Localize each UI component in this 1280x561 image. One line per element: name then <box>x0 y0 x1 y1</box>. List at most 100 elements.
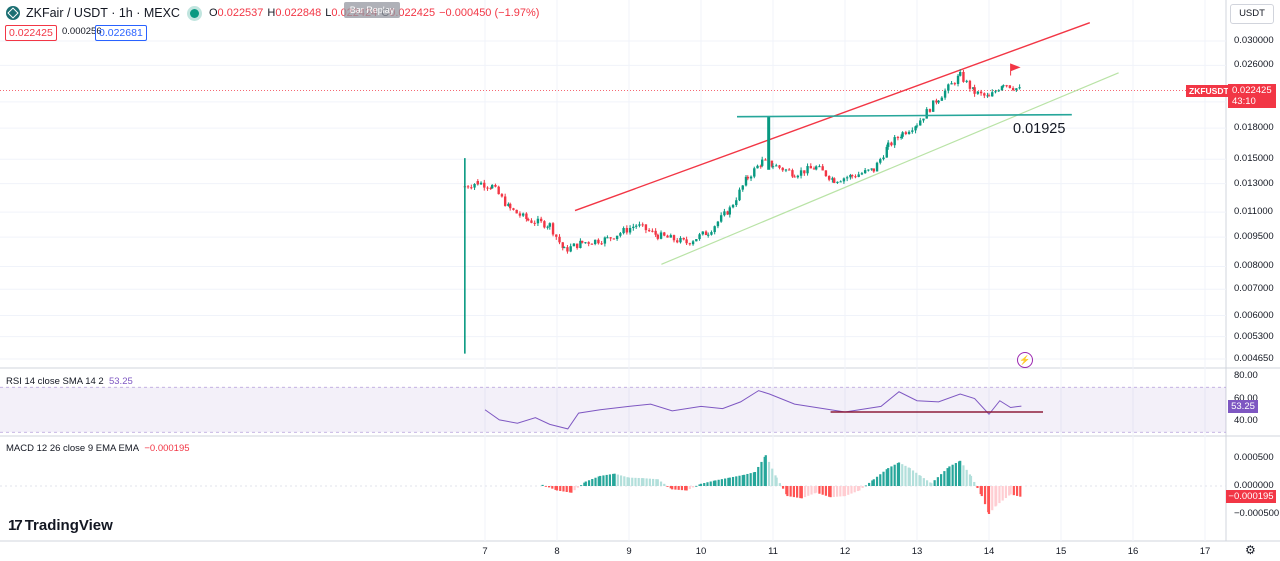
candle-body <box>500 194 504 197</box>
candle-body <box>489 187 492 189</box>
candle-body <box>566 247 569 252</box>
candle-body <box>870 168 873 170</box>
macd-legend[interactable]: MACD 12 26 close 9 EMA EMA −0.000195 <box>6 443 190 454</box>
macd-histogram-bar <box>1004 486 1008 499</box>
macd-histogram-bar <box>828 486 831 497</box>
candle-body <box>515 209 518 214</box>
macd-histogram-bar <box>915 472 918 486</box>
macd-histogram-bar <box>554 486 557 490</box>
candle-body <box>494 184 497 187</box>
candle-body <box>973 87 976 94</box>
candle-body <box>710 232 713 235</box>
candle-body <box>872 168 875 172</box>
ask-price-box[interactable]: 0.022681 <box>95 25 147 41</box>
macd-histogram-bar <box>796 486 799 498</box>
time-tick-label: 9 <box>626 546 632 557</box>
time-tick-label: 16 <box>1127 546 1139 557</box>
candle-body <box>473 184 476 188</box>
macd-histogram-bar <box>940 474 943 486</box>
candle-body <box>860 173 864 175</box>
bar-replay-overlay[interactable]: Bar Replay <box>344 2 400 18</box>
candle-body <box>1000 86 1004 91</box>
time-tick-label: 10 <box>695 546 707 557</box>
macd-histogram-bar <box>919 475 922 486</box>
candle-body <box>907 131 911 134</box>
candle-body <box>901 132 904 137</box>
macd-histogram-bar <box>640 478 644 486</box>
macd-histogram-bar <box>648 478 651 486</box>
price-tick-label: 0.026000 <box>1234 59 1274 71</box>
candle-body <box>793 176 796 178</box>
macd-histogram-bar <box>731 476 735 486</box>
candle-body <box>979 91 983 94</box>
macd-histogram-bar <box>799 486 802 499</box>
candle-body <box>575 243 579 248</box>
macd-histogram-bar <box>821 486 824 495</box>
candle-body <box>587 242 590 244</box>
settings-gear-icon[interactable]: ⚙ <box>1245 543 1256 557</box>
macd-histogram-bar <box>911 470 915 486</box>
candle-body <box>771 166 775 168</box>
macd-histogram-bar <box>856 486 860 492</box>
macd-histogram-bar <box>684 486 687 491</box>
candle-body <box>612 238 616 240</box>
candle-body <box>994 91 997 93</box>
macd-histogram-bar <box>908 468 911 486</box>
candle-body <box>707 234 710 236</box>
candle-body <box>590 243 594 245</box>
rsi-tick-label: 40.00 <box>1234 415 1258 426</box>
rsi-legend[interactable]: RSI 14 close SMA 14 2 53.25 <box>6 376 133 387</box>
change-value: −0.000450 (−1.97%) <box>439 7 540 19</box>
macd-histogram-bar <box>706 482 709 486</box>
candle-body <box>775 165 778 167</box>
tradingview-logo[interactable]: 17 TradingView <box>8 517 113 534</box>
candle-body <box>943 90 947 98</box>
time-tick-label: 7 <box>482 546 488 557</box>
candle-body <box>842 178 846 182</box>
candle-body <box>827 176 831 180</box>
candle-body <box>676 240 679 243</box>
macd-histogram-bar <box>669 486 672 489</box>
macd-histogram-bar <box>568 486 572 493</box>
macd-histogram-bar <box>714 480 717 486</box>
candle-body <box>525 213 528 220</box>
candle-body <box>470 187 473 189</box>
macd-histogram-bar <box>792 486 795 498</box>
macd-histogram-bar <box>991 486 994 511</box>
candle-body <box>986 95 989 97</box>
macd-histogram-bar <box>1015 486 1019 496</box>
candle-body <box>701 231 704 235</box>
candle-body <box>641 224 644 226</box>
currency-button[interactable]: USDT <box>1230 4 1274 24</box>
macd-histogram-bar <box>835 486 839 497</box>
macd-histogram-bar <box>948 466 951 486</box>
macd-histogram-bar <box>832 486 835 497</box>
price-tick-label: 0.015000 <box>1234 153 1274 165</box>
macd-histogram-bar <box>962 465 965 486</box>
candle-body <box>971 87 975 89</box>
candle-body <box>497 186 500 195</box>
macd-histogram-bar <box>1001 486 1004 501</box>
macd-histogram-bar <box>922 478 925 486</box>
candle-body <box>1018 87 1021 89</box>
candle-body <box>476 181 479 185</box>
candle-body <box>799 170 803 176</box>
symbol-title[interactable]: ZKFair / USDT · 1h · MEXC <box>26 6 180 20</box>
candle-body <box>893 137 896 146</box>
macd-histogram-bar <box>551 486 554 489</box>
bid-price-box[interactable]: 0.022425 <box>5 25 57 41</box>
candle-body <box>647 230 651 232</box>
candle-body <box>606 237 609 239</box>
macd-histogram-bar <box>882 471 885 486</box>
candle-body <box>899 136 903 138</box>
macd-histogram-bar <box>969 475 973 486</box>
lightning-icon[interactable]: ⚡ <box>1017 352 1033 368</box>
candle-body <box>518 213 522 216</box>
macd-histogram-bar <box>853 486 856 493</box>
candle-body <box>919 120 922 126</box>
macd-histogram-bar <box>685 486 688 491</box>
candle-body <box>759 165 762 167</box>
macd-histogram-bar <box>634 477 637 486</box>
macd-histogram-bar <box>608 474 612 486</box>
